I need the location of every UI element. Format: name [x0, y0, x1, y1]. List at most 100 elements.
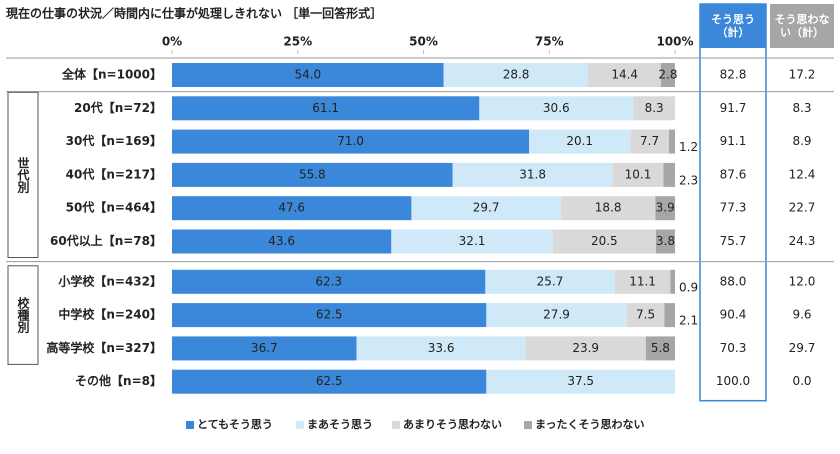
value-label: 71.0: [337, 134, 364, 148]
legend-label: まあそう思う: [307, 418, 373, 431]
value-label: 32.1: [459, 234, 486, 248]
value-label: 37.5: [567, 374, 594, 388]
summary-value: 100.0: [716, 374, 750, 388]
summary-value: 12.4: [789, 167, 816, 181]
value-label: 11.1: [629, 274, 656, 288]
value-label: 25.7: [537, 274, 564, 288]
bar-segment: [172, 96, 480, 121]
summary-value: 9.6: [792, 308, 811, 322]
group-label: 世代別: [16, 155, 30, 193]
summary-value: 24.3: [789, 234, 816, 248]
bar-segment: [391, 229, 553, 254]
value-label: 1.2: [679, 140, 698, 154]
bar-segment: [172, 336, 357, 361]
value-label: 14.4: [611, 68, 638, 82]
value-label: 10.1: [625, 167, 652, 181]
summary-value: 8.9: [792, 134, 811, 148]
bar-segment: [630, 129, 669, 154]
value-label: 2.1: [679, 314, 698, 328]
category-label: その他【n=8】: [75, 373, 162, 388]
value-label: 28.8: [503, 68, 530, 82]
value-label: 20.5: [591, 234, 618, 248]
value-label: 27.9: [543, 308, 570, 322]
value-label: 61.1: [312, 101, 339, 115]
group-box: [7, 265, 39, 365]
legend-label: まったくそう思わない: [535, 418, 645, 431]
legend-swatch: [524, 421, 532, 429]
bar-segment: [664, 303, 675, 328]
summary-header: そう思う（計）: [700, 4, 766, 48]
x-tick-label: 0%: [162, 35, 182, 49]
value-label: 62.5: [316, 374, 343, 388]
bar-segment: [485, 269, 615, 294]
bar-segment: [172, 196, 412, 221]
summary-value: 0.0: [792, 374, 811, 388]
bar-segment: [172, 269, 486, 294]
bar-segment: [529, 129, 631, 154]
x-tick-label: 100%: [656, 35, 693, 49]
bar-segment: [560, 196, 656, 221]
bar-segment: [452, 162, 613, 187]
bar-segment: [172, 129, 530, 154]
summary-header: そう思わない（計）: [770, 4, 834, 48]
summary-value: 75.7: [720, 234, 747, 248]
bar-segment: [655, 229, 675, 254]
category-label: 60代以上【n=78】: [50, 233, 162, 248]
bar-segment: [172, 63, 444, 87]
value-label: 55.8: [299, 167, 326, 181]
category-label: 中学校【n=240】: [58, 307, 162, 322]
bar-segment: [356, 336, 526, 361]
summary-value: 91.7: [720, 101, 747, 115]
value-label: 8.3: [645, 101, 664, 115]
value-label: 3.9: [656, 201, 675, 215]
summary-value: 82.8: [720, 68, 747, 82]
value-label: 2.3: [679, 173, 698, 187]
bar-segment: [172, 162, 453, 187]
bar-segment: [479, 96, 634, 121]
summary-value: 90.4: [720, 308, 747, 322]
legend-swatch: [186, 421, 194, 429]
value-label: 7.7: [640, 134, 659, 148]
value-label: 7.5: [636, 308, 655, 322]
bar-segment: [486, 303, 627, 328]
category-label: 50代【n=464】: [66, 200, 162, 215]
bar-segment: [525, 336, 646, 361]
category-label: 30代【n=169】: [66, 133, 162, 148]
value-label: 18.8: [595, 201, 622, 215]
category-label: 20代【n=72】: [74, 100, 162, 115]
bar-segment: [668, 129, 675, 154]
bar-segment: [633, 96, 675, 121]
bar-segment: [443, 63, 589, 87]
x-tick-label: 75%: [535, 35, 564, 49]
value-label: 20.1: [566, 134, 593, 148]
bar-segment: [486, 369, 675, 394]
legend-swatch: [392, 421, 400, 429]
value-label: 23.9: [572, 341, 599, 355]
value-label: 0.9: [679, 280, 698, 294]
value-label: 43.6: [268, 234, 295, 248]
x-tick-label: 25%: [283, 35, 312, 49]
chart-title: 現在の仕事の状況／時間内に仕事が処理しきれない ［単一回答形式］: [6, 6, 382, 21]
summary-value: 17.2: [789, 68, 816, 82]
category-label: 40代【n=217】: [66, 166, 162, 181]
x-tick-label: 50%: [409, 35, 438, 49]
summary-value: 77.3: [720, 201, 747, 215]
value-label: 47.6: [278, 201, 305, 215]
bar-segment: [655, 196, 675, 221]
category-label: 小学校【n=432】: [58, 273, 162, 288]
bar-segment: [552, 229, 656, 254]
value-label: 5.8: [651, 341, 670, 355]
value-label: 54.0: [294, 68, 321, 82]
summary-value: 29.7: [789, 341, 816, 355]
summary-value: 22.7: [789, 201, 816, 215]
bar-segment: [645, 336, 675, 361]
value-label: 29.7: [473, 201, 500, 215]
value-label: 30.6: [543, 101, 570, 115]
bar-segment: [172, 369, 487, 394]
value-label: 3.8: [656, 234, 675, 248]
legend-swatch: [296, 421, 304, 429]
bar-segment: [612, 162, 664, 187]
value-label: 36.7: [251, 341, 278, 355]
